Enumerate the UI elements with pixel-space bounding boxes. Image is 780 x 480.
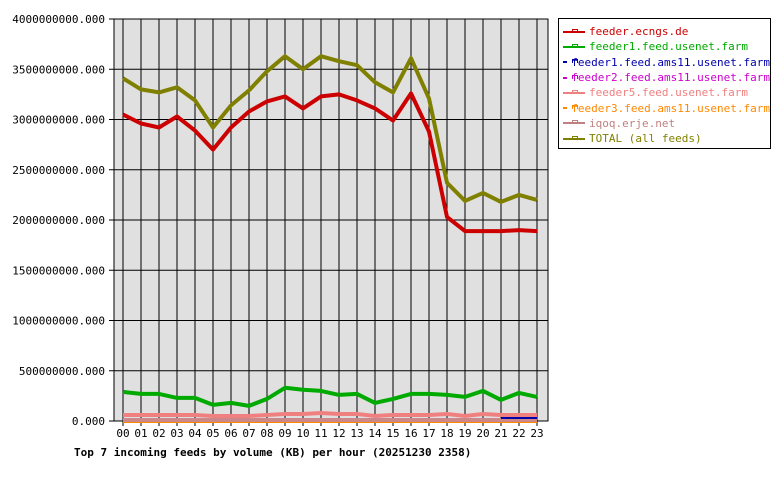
legend-label: iqoq.erje.net — [589, 116, 676, 130]
y-tick-label: 4000000000.000 — [12, 13, 105, 26]
legend-item: iqoq.erje.net — [563, 116, 770, 131]
x-tick-label: 10 — [296, 427, 309, 440]
series-line-1 — [122, 385, 538, 408]
x-tick-label: 08 — [260, 427, 273, 440]
y-tick-label: 2500000000.000 — [12, 164, 105, 177]
x-tick-label: 12 — [332, 427, 345, 440]
x-tick-label: 14 — [368, 427, 382, 440]
y-tick-label: 0.000 — [72, 415, 105, 428]
x-tick-label: 01 — [134, 427, 147, 440]
x-tick-label: 04 — [188, 427, 202, 440]
x-tick-label: 22 — [512, 427, 525, 440]
x-tick-label: 02 — [152, 427, 165, 440]
series-line-0 — [122, 91, 538, 234]
x-tick-label: 15 — [386, 427, 399, 440]
legend-swatch-icon — [563, 73, 578, 83]
x-tick-label: 09 — [278, 427, 291, 440]
x-tick-label: 07 — [242, 427, 255, 440]
legend-item: feeder3.feed.ams11.usenet.farm — [563, 100, 770, 115]
legend-swatch-icon — [563, 88, 585, 98]
legend-label: feeder2.feed.ams11.usenet.farm — [571, 71, 770, 85]
legend-item: feeder2.feed.ams11.usenet.farm — [563, 70, 770, 85]
series-line-7 — [121, 54, 538, 204]
y-tick-label: 1500000000.000 — [12, 264, 105, 277]
legend-swatch-icon — [563, 27, 585, 37]
x-tick-label: 05 — [206, 427, 219, 440]
y-tick-label: 1000000000.000 — [12, 315, 105, 328]
legend-label: feeder.ecngs.de — [589, 25, 689, 39]
x-tick-label: 11 — [314, 427, 327, 440]
legend-item: feeder.ecngs.de — [563, 24, 770, 39]
legend-swatch-icon — [563, 103, 578, 113]
y-tick-label: 2000000000.000 — [12, 214, 105, 227]
x-tick-label: 06 — [224, 427, 237, 440]
legend-swatch-icon — [563, 57, 578, 67]
x-tick-label: 16 — [404, 427, 417, 440]
legend-swatch-icon — [563, 42, 585, 52]
series-line-4 — [123, 411, 537, 418]
y-tick-label: 500000000.000 — [19, 365, 105, 378]
y-tick-label: 3500000000.000 — [12, 63, 105, 76]
x-tick-label: 19 — [458, 427, 471, 440]
legend-swatch-icon — [563, 118, 585, 128]
legend-swatch-icon — [563, 134, 585, 144]
legend: feeder.ecngs.de feeder1.feed.usenet.farm f… — [558, 18, 771, 149]
legend-item: feeder1.feed.usenet.farm — [563, 39, 770, 54]
legend-item: feeder1.feed.ams11.usenet.farm — [563, 55, 770, 70]
x-tick-label: 18 — [440, 427, 453, 440]
legend-label: feeder3.feed.ams11.usenet.farm — [571, 101, 770, 115]
legend-label: feeder5.feed.usenet.farm — [589, 86, 748, 100]
x-tick-label: 13 — [350, 427, 363, 440]
y-axis-labels: 0.000 500000000.000 1000000000.000 15000000… — [12, 13, 105, 428]
chart-title: Top 7 incoming feeds by volume (KB) per … — [74, 446, 471, 459]
legend-label: feeder1.feed.usenet.farm — [589, 40, 748, 54]
series-lines — [121, 54, 538, 423]
x-tick-label: 00 — [116, 427, 129, 440]
x-tick-label: 23 — [530, 427, 543, 440]
x-tick-label: 21 — [494, 427, 507, 440]
x-axis-labels: 00 01 02 03 04 05 06 07 08 09 10 11 12 13 14 15 16 17 18 19… — [116, 427, 543, 440]
x-tick-label: 20 — [476, 427, 489, 440]
x-tick-label: 17 — [422, 427, 435, 440]
x-tick-label: 03 — [170, 427, 183, 440]
legend-label: feeder1.feed.ams11.usenet.farm — [571, 55, 770, 69]
legend-item: feeder5.feed.usenet.farm — [563, 85, 770, 100]
y-tick-label: 3000000000.000 — [12, 114, 105, 127]
legend-label: TOTAL (all feeds) — [589, 132, 702, 146]
legend-item: TOTAL (all feeds) — [563, 131, 770, 146]
